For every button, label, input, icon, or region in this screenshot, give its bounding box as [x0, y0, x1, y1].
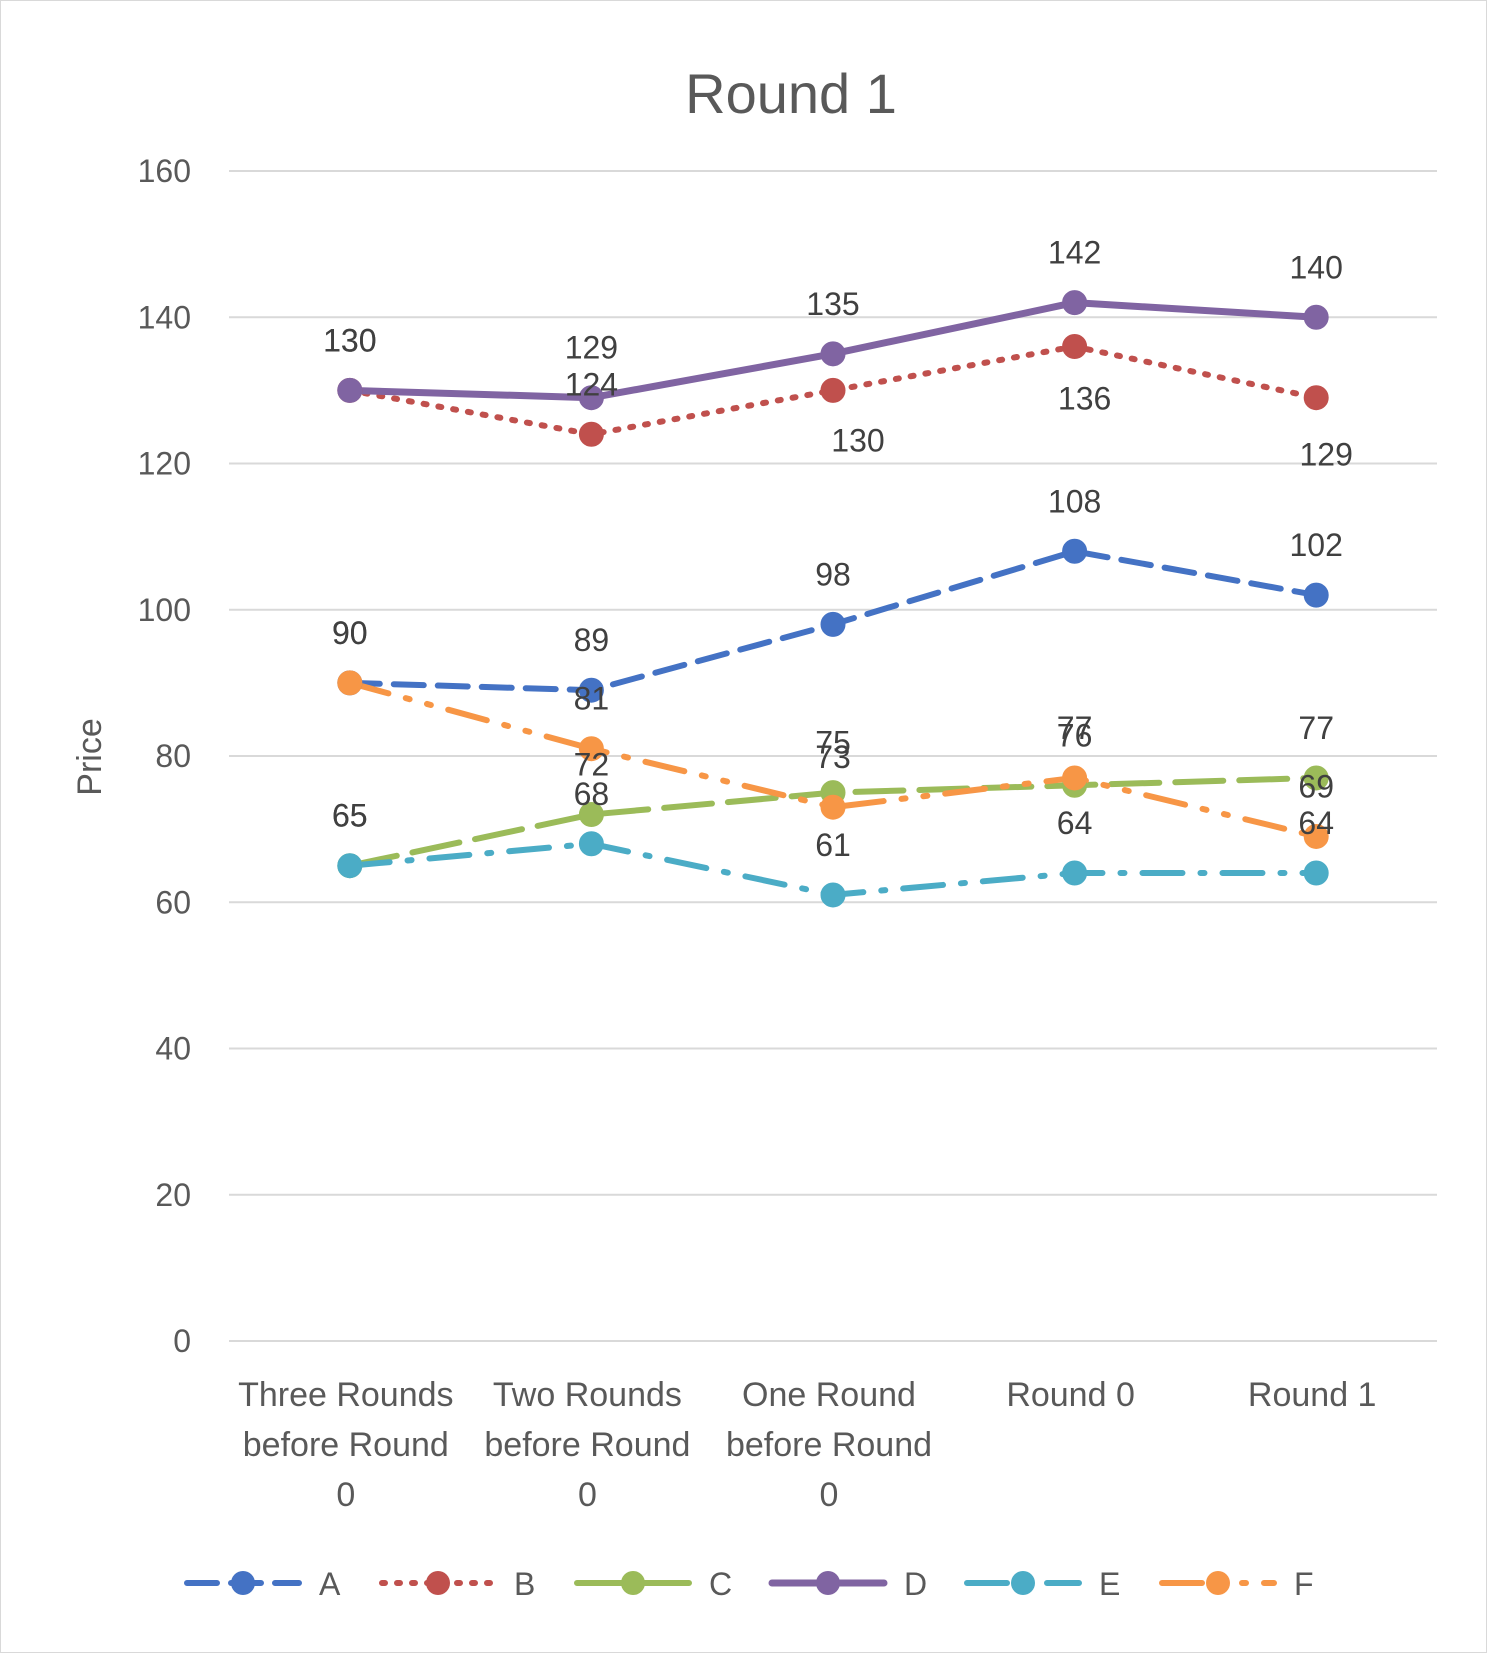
- y-tick-label: 60: [155, 884, 191, 920]
- data-label-D: 142: [1048, 235, 1101, 271]
- x-category-label: Two Rounds: [493, 1376, 682, 1414]
- marker-C: [1303, 765, 1329, 791]
- marker-D: [820, 341, 846, 367]
- legend-marker-D: [816, 1571, 840, 1595]
- series-line-B: [346, 343, 1320, 438]
- chart-title: Round 1: [685, 62, 897, 125]
- y-tick-label: 20: [155, 1177, 191, 1213]
- data-label-F: 69: [1298, 768, 1334, 804]
- x-category-label: One Round: [742, 1376, 916, 1414]
- marker-A: [578, 677, 604, 703]
- data-label-A: 89: [574, 622, 610, 658]
- x-category-label: before Round: [243, 1426, 449, 1464]
- data-label-F: 73: [815, 739, 851, 775]
- x-category-label: Round 1: [1248, 1376, 1377, 1414]
- data-label-C: 72: [574, 747, 610, 783]
- marker-E: [578, 831, 604, 857]
- data-label-D: 135: [806, 286, 859, 322]
- legend-label-D: D: [904, 1566, 927, 1602]
- legend-label-C: C: [709, 1566, 732, 1602]
- marker-F: [337, 670, 363, 696]
- y-tick-label: 100: [138, 592, 191, 628]
- data-label-D: 130: [323, 322, 376, 358]
- y-tick-label: 120: [138, 446, 191, 482]
- marker-F: [1303, 823, 1329, 849]
- marker-A: [1062, 538, 1088, 564]
- marker-B: [578, 421, 604, 447]
- data-label-A: 98: [815, 556, 851, 592]
- data-label-E: 64: [1298, 805, 1334, 841]
- x-category-label: Round 0: [1006, 1376, 1135, 1414]
- marker-D: [1062, 290, 1088, 316]
- data-label-E: 61: [815, 827, 851, 863]
- data-label-B: 130: [323, 322, 376, 358]
- marker-D: [1303, 304, 1329, 330]
- series-markers: [337, 290, 1329, 908]
- data-label-F: 81: [574, 681, 610, 717]
- gridlines: [229, 170, 1437, 1342]
- data-label-C: 77: [1298, 710, 1334, 746]
- data-label-D: 140: [1290, 249, 1343, 285]
- legend-label-B: B: [514, 1566, 535, 1602]
- marker-B: [820, 377, 846, 403]
- marker-E: [820, 882, 846, 908]
- y-tick-label: 0: [173, 1323, 191, 1359]
- data-label-F: 77: [1057, 710, 1093, 746]
- marker-F: [1062, 765, 1088, 791]
- marker-E: [1303, 860, 1329, 886]
- marker-A: [1303, 582, 1329, 608]
- data-label-F: 90: [332, 615, 368, 651]
- data-label-A: 102: [1290, 527, 1343, 563]
- marker-D: [337, 377, 363, 403]
- marker-F: [820, 794, 846, 820]
- marker-B: [1062, 334, 1088, 359]
- legend-marker-B: [426, 1571, 450, 1595]
- y-tick-label: 140: [138, 299, 191, 335]
- y-tick-label: 160: [138, 153, 191, 189]
- y-tick-label: 40: [155, 1031, 191, 1067]
- data-label-A: 90: [332, 615, 368, 651]
- legend: A B C D E F: [184, 1566, 1314, 1602]
- marker-E: [1062, 860, 1088, 886]
- marker-B: [1303, 385, 1329, 411]
- marker-E: [337, 853, 363, 879]
- x-category-label: 0: [820, 1476, 839, 1514]
- legend-marker-F: [1206, 1571, 1230, 1595]
- legend-marker-A: [231, 1571, 255, 1595]
- y-axis-ticks: 0 20 40 60 80 100 120 140 160: [138, 153, 191, 1359]
- data-label-C: 75: [815, 725, 851, 761]
- legend-label-A: A: [319, 1566, 341, 1602]
- marker-A: [820, 611, 846, 637]
- legend-label-E: E: [1099, 1566, 1120, 1602]
- marker-C: [578, 802, 604, 827]
- marker-D: [578, 385, 604, 411]
- x-category-label: before Round: [484, 1426, 690, 1464]
- y-tick-label: 80: [155, 738, 191, 774]
- legend-marker-C: [621, 1571, 645, 1595]
- data-label-E: 64: [1057, 805, 1093, 841]
- data-label-C: 65: [332, 798, 368, 834]
- data-label-B: 124: [565, 366, 618, 402]
- series-line-F: [346, 679, 1320, 840]
- data-label-B: 136: [1058, 381, 1111, 417]
- x-category-label: Three Rounds: [238, 1376, 453, 1414]
- legend-marker-E: [1011, 1571, 1035, 1595]
- data-label-E: 65: [332, 798, 368, 834]
- data-label-D: 129: [565, 330, 618, 366]
- data-label-B: 130: [831, 422, 884, 458]
- y-axis-label: Price: [71, 718, 109, 795]
- x-category-label: 0: [336, 1476, 355, 1514]
- x-category-label: 0: [578, 1476, 597, 1514]
- data-label-B: 129: [1300, 437, 1353, 473]
- legend-label-F: F: [1294, 1566, 1314, 1602]
- data-label-A: 108: [1048, 483, 1101, 519]
- marker-F: [578, 736, 604, 762]
- x-category-label: before Round: [726, 1426, 932, 1464]
- x-axis-categories: Three Rounds before Round 0 Two Rounds befor…: [238, 1376, 1376, 1514]
- data-label-E: 68: [574, 776, 610, 812]
- data-label-C: 76: [1057, 717, 1093, 753]
